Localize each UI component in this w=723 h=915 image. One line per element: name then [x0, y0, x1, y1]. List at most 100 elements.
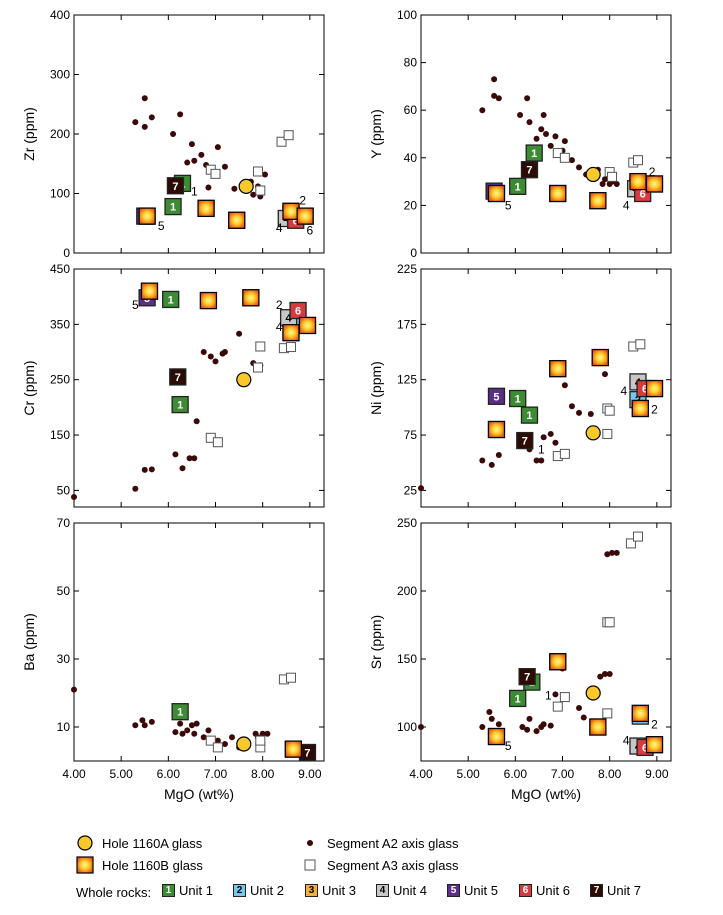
a2-glass-point [613, 180, 620, 187]
y-tick-label: 75 [404, 428, 418, 442]
a2-glass-point [418, 485, 424, 492]
a2-glass-point [221, 163, 228, 170]
a3-glass-point [635, 339, 646, 350]
hole1160a-marker-icon [77, 835, 93, 851]
unit-annotation: 5 [505, 739, 512, 753]
y-tick-label: 70 [57, 516, 71, 530]
a2-glass-point [172, 729, 179, 736]
legend-a2: Segment A2 axis glass [303, 833, 459, 853]
a3-glass-point [212, 437, 223, 448]
whole-rock-unit-7: 7 [516, 431, 534, 450]
x-axis-label: MgO (wt%) [164, 786, 234, 802]
a2-glass-point [207, 353, 214, 360]
a2-glass-point [488, 715, 495, 722]
a2-glass-point [561, 382, 568, 389]
x-tick-label: 5.00 [109, 767, 133, 781]
whole-rock-unit-1: 1 [164, 197, 182, 216]
a2-glass-point [141, 95, 148, 102]
unit-annotation: 4 [623, 198, 630, 212]
a2-glass-point [526, 119, 533, 126]
plot-frame [73, 522, 325, 762]
a3-glass-point [276, 136, 287, 147]
a2-glass-point [524, 95, 531, 102]
y-tick-label: 150 [397, 652, 417, 666]
unit-number-label: 1 [515, 181, 521, 193]
a3-glass-point [604, 617, 615, 628]
hole1160b-glass-point [629, 173, 647, 191]
a2-glass-point [177, 111, 184, 118]
a2-glass-point [139, 717, 146, 724]
legend-hole1160b-label: Hole 1160B glass [102, 857, 203, 873]
whole-rock-unit-6: 6 [289, 301, 307, 320]
y-tick-label: 25 [404, 483, 418, 497]
a2-glass-point [179, 465, 186, 472]
a2-glass-point [519, 724, 526, 730]
y-tick-label: 150 [50, 428, 70, 442]
hole1160b-glass-point [631, 399, 649, 418]
a2-glass-point [221, 741, 228, 747]
chart-panel-sr: 100 150 200 250 4.00 5.00 6.00 7.00 8.00 9.00 Sr (… [368, 516, 672, 802]
y-axis-label: Ni (ppm) [368, 361, 384, 415]
hole1160b-glass-point [138, 207, 156, 225]
a2-glass-point [495, 721, 502, 728]
a2-glass-point [601, 176, 608, 183]
a2-glass-point [538, 457, 545, 464]
y-axis-label: Zr (ppm) [21, 107, 37, 161]
a2-glass-point [418, 724, 424, 730]
a2-glass-point [264, 730, 271, 737]
a3-glass-point [607, 171, 618, 182]
unit-number-label: 7 [175, 372, 181, 384]
legend-unit-label: Unit 5 [464, 883, 498, 898]
a3-glass-point [632, 155, 643, 166]
a2-glass-point [148, 718, 155, 725]
x-tick-label: 8.00 [251, 767, 275, 781]
unit-6-swatch-icon: 6 [519, 884, 532, 897]
a2-glass-point [599, 180, 606, 187]
a2-glass-point [517, 111, 524, 118]
a2-glass-point [259, 730, 266, 737]
a2-glass-point [71, 686, 77, 693]
a2-glass-point [221, 349, 228, 356]
unit-annotation: 2 [651, 717, 658, 731]
hole1160b-glass-point [589, 192, 607, 210]
unit-annotation: 2 [649, 165, 656, 179]
y-tick-label: 200 [50, 127, 70, 141]
a2-glass-point [547, 142, 554, 149]
x-tick-label: 8.00 [598, 767, 622, 781]
a3-marker-icon [304, 859, 316, 871]
y-tick-label: 125 [397, 373, 417, 387]
y-tick-label: 100 [397, 720, 417, 734]
y-axis-label: Y (ppm) [368, 109, 384, 159]
whole-rock-unit-7: 7 [520, 161, 539, 179]
unit-annotation: 6 [307, 223, 314, 237]
unit-annotation: 5 [132, 298, 139, 312]
legend-unit-7: 7 Unit 7 [590, 883, 641, 898]
a2-glass-point [576, 704, 583, 711]
a2-glass-point [205, 184, 212, 191]
legend-hole1160a-label: Hole 1160A glass [102, 835, 203, 851]
unit-number-label: 7 [526, 165, 532, 177]
a2-glass-point [198, 151, 205, 158]
legend-unit-5: 5 Unit 5 [447, 883, 498, 898]
hole1160a-glass-point [236, 372, 252, 388]
x-tick-label: 6.00 [504, 767, 528, 781]
y-axis-label: Sr (ppm) [368, 615, 384, 669]
legend-unit-label: Unit 1 [179, 883, 213, 898]
a2-glass-point [141, 466, 148, 473]
unit-annotation: 4 [620, 384, 627, 398]
unit-1-swatch-icon: 1 [162, 884, 175, 897]
legend-unit-1: 1 Unit 1 [162, 883, 213, 898]
whole-rock-unit-7: 7 [166, 177, 185, 195]
a2-glass-point [540, 111, 547, 118]
hole1160b-glass-point [631, 704, 649, 723]
hole1160b-marker-icon [76, 856, 94, 874]
legend-hole1160b: Hole 1160B glass [74, 855, 203, 875]
unit-annotation: 1 [538, 442, 545, 456]
unit-number-label: 1 [515, 394, 521, 406]
whole-rock-unit-1: 1 [509, 689, 527, 708]
unit-annotation: 2 [651, 403, 658, 417]
a3-glass-point [285, 672, 296, 683]
hole1160b-glass-point [296, 207, 314, 225]
x-tick-label: 5.00 [456, 767, 480, 781]
